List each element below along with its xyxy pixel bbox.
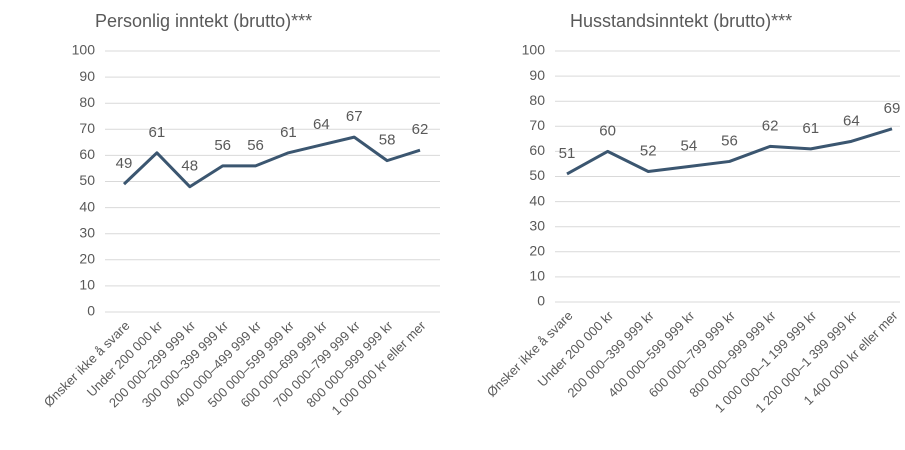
y-tick-label: 70 xyxy=(529,117,545,133)
y-tick-label: 90 xyxy=(529,67,545,83)
y-tick-label: 80 xyxy=(79,94,95,110)
y-tick-label: 20 xyxy=(529,243,545,259)
data-label: 52 xyxy=(640,142,657,159)
data-label: 51 xyxy=(559,145,576,162)
data-label: 67 xyxy=(346,108,363,125)
y-tick-label: 70 xyxy=(79,120,95,136)
y-tick-label: 40 xyxy=(79,198,95,214)
data-label: 58 xyxy=(379,132,396,149)
data-label: 48 xyxy=(181,158,198,175)
y-tick-label: 80 xyxy=(529,92,545,108)
y-tick-label: 30 xyxy=(79,224,95,240)
y-tick-label: 60 xyxy=(529,142,545,158)
y-tick-label: 0 xyxy=(87,303,95,319)
data-label: 62 xyxy=(762,117,779,134)
y-tick-label: 10 xyxy=(529,268,545,284)
data-label: 56 xyxy=(214,137,231,154)
data-label: 49 xyxy=(116,155,133,172)
y-tick-label: 20 xyxy=(79,251,95,267)
chart-title: Personlig inntekt (brutto)*** xyxy=(95,11,312,31)
y-tick-label: 100 xyxy=(72,42,96,58)
data-label: 56 xyxy=(721,132,738,149)
data-label: 60 xyxy=(599,122,616,139)
y-tick-label: 10 xyxy=(79,277,95,293)
y-tick-label: 100 xyxy=(522,42,546,58)
y-tick-label: 60 xyxy=(79,146,95,162)
y-tick-label: 30 xyxy=(529,217,545,233)
data-line xyxy=(566,127,893,176)
data-line xyxy=(122,135,421,189)
y-tick-label: 90 xyxy=(79,68,95,84)
data-label: 64 xyxy=(843,112,860,129)
y-tick-label: 50 xyxy=(79,172,95,188)
data-label: 54 xyxy=(681,137,698,154)
data-label: 61 xyxy=(149,124,166,141)
y-tick-label: 0 xyxy=(537,293,545,309)
y-tick-label: 50 xyxy=(529,167,545,183)
y-tick-label: 40 xyxy=(529,192,545,208)
chart-title: Husstandsinntekt (brutto)*** xyxy=(570,11,792,31)
data-label: 61 xyxy=(280,124,297,141)
data-label: 56 xyxy=(247,137,264,154)
data-label: 61 xyxy=(802,120,819,137)
data-label: 69 xyxy=(884,100,901,117)
data-label: 62 xyxy=(412,121,429,138)
data-label: 64 xyxy=(313,116,330,133)
